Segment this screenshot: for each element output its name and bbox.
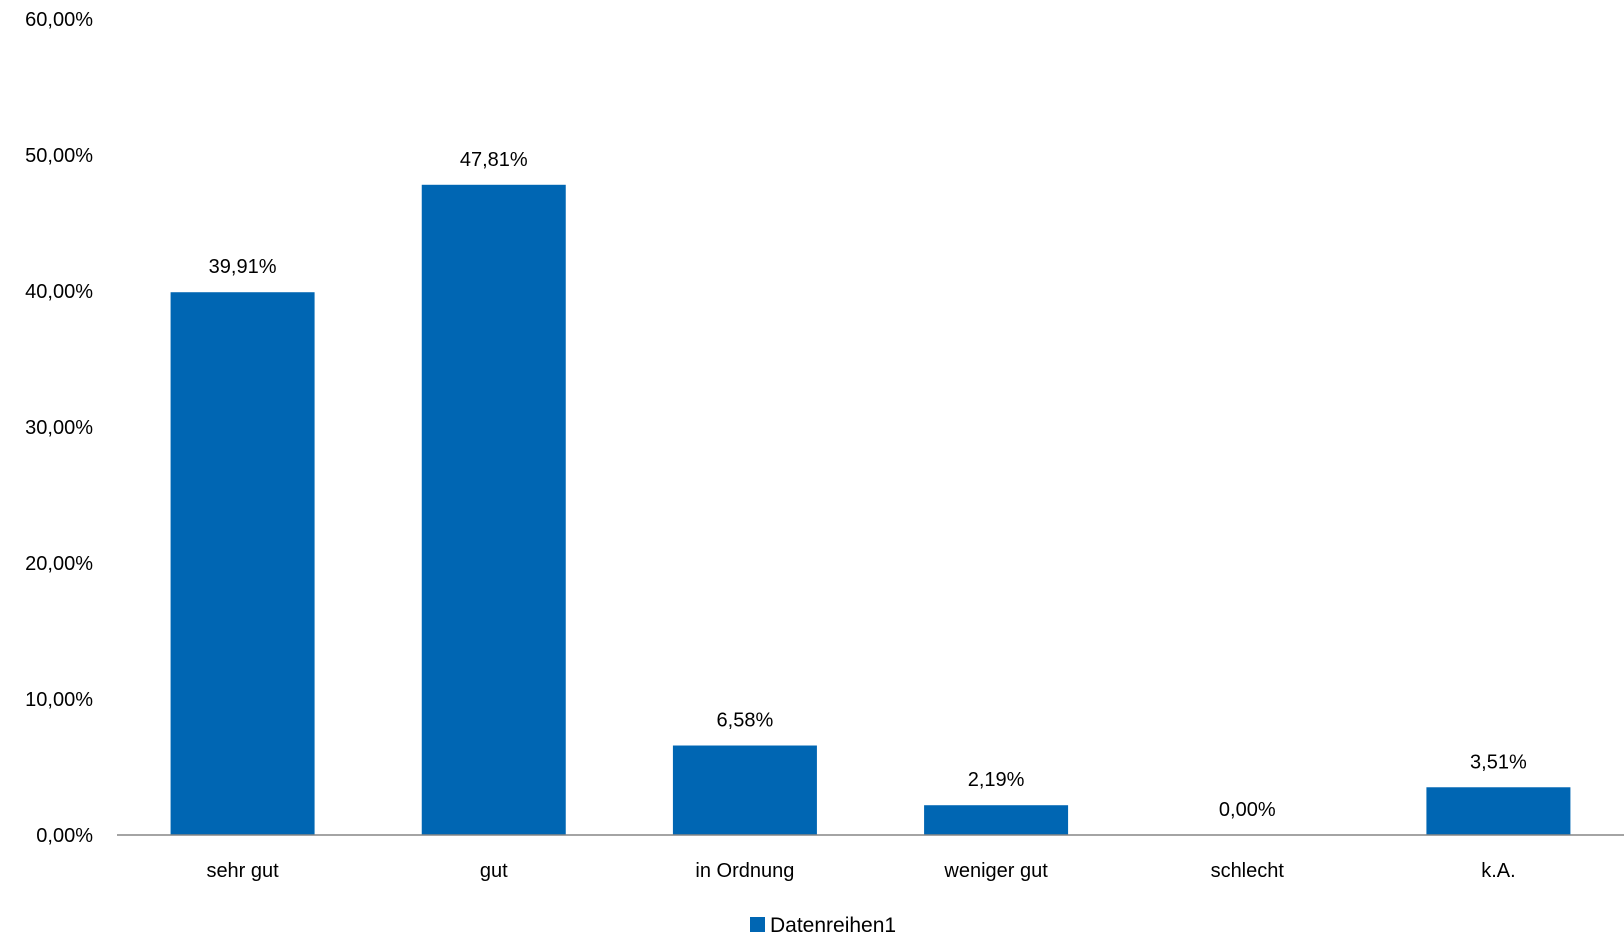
bar	[924, 805, 1069, 835]
x-axis-labels: sehr gut gut in Ordnung weniger gut schlecht…	[206, 860, 1515, 882]
y-tick-label: 0,00%	[36, 825, 93, 847]
y-tick-label: 50,00%	[25, 145, 93, 167]
y-tick-label: 60,00%	[25, 9, 93, 31]
y-axis-ticks: 0,00% 10,00% 20,00% 30,00% 40,00% 50,00% 60,00…	[25, 9, 93, 847]
data-label: 6,58%	[717, 710, 774, 732]
bar	[421, 184, 566, 835]
legend-swatch	[750, 917, 765, 932]
data-label: 3,51%	[1470, 751, 1527, 773]
y-tick-label: 20,00%	[25, 553, 93, 575]
bars-group	[170, 184, 1571, 835]
x-tick-label: k.A.	[1481, 860, 1515, 882]
x-tick-label: sehr gut	[206, 860, 279, 882]
data-labels-group: 39,91% 47,81% 6,58% 2,19% 0,00% 3,51%	[209, 149, 1527, 821]
legend: Datenreihen1	[750, 914, 896, 937]
y-tick-label: 30,00%	[25, 417, 93, 439]
bar	[170, 292, 315, 835]
data-label: 2,19%	[968, 769, 1025, 791]
data-label: 0,00%	[1219, 799, 1276, 821]
x-tick-label: in Ordnung	[695, 860, 794, 882]
legend-label: Datenreihen1	[770, 914, 896, 936]
y-tick-label: 10,00%	[25, 689, 93, 711]
x-tick-label: gut	[480, 860, 508, 882]
data-label: 39,91%	[209, 256, 277, 278]
x-tick-label: weniger gut	[943, 860, 1048, 882]
bar	[1426, 787, 1571, 835]
y-tick-label: 40,00%	[25, 281, 93, 303]
x-tick-label: schlecht	[1211, 860, 1285, 882]
bar	[672, 745, 817, 835]
data-label: 47,81%	[460, 149, 528, 171]
